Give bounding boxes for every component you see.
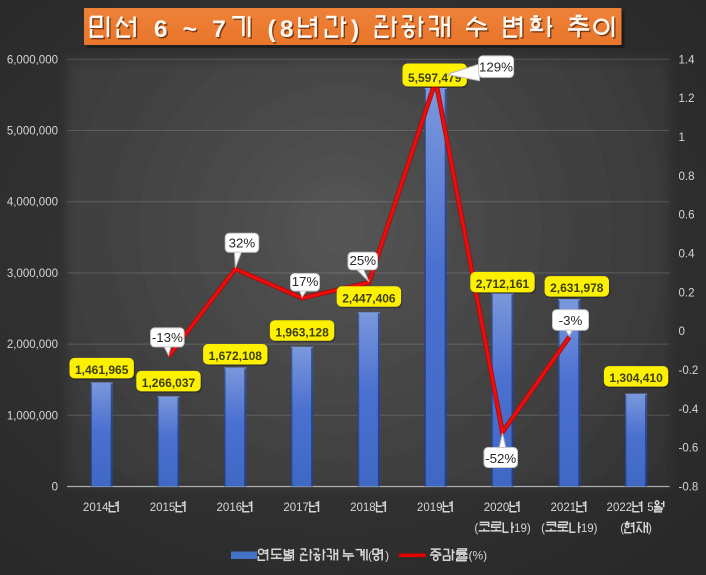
svg-text:2: 2 — [607, 502, 613, 514]
svg-text:9: 9 — [520, 523, 526, 535]
svg-text:-0.4: -0.4 — [679, 404, 699, 416]
svg-text:1: 1 — [430, 502, 436, 514]
svg-text:129%: 129% — [479, 60, 513, 75]
svg-text:-52%: -52% — [485, 451, 516, 466]
svg-text:1: 1 — [229, 502, 235, 514]
svg-text:25%: 25% — [349, 253, 376, 268]
svg-text:0.6: 0.6 — [679, 210, 695, 222]
svg-text:(: ( — [541, 523, 545, 535]
svg-text:7: 7 — [303, 502, 309, 514]
svg-text:1.2: 1.2 — [679, 93, 695, 105]
svg-text:2: 2 — [484, 502, 490, 514]
svg-text:7: 7 — [213, 18, 227, 45]
svg-text:-3%: -3% — [559, 313, 583, 328]
svg-text:1: 1 — [679, 132, 685, 144]
svg-text:1: 1 — [570, 502, 576, 514]
svg-text:~: ~ — [183, 16, 197, 43]
svg-text:0: 0 — [557, 502, 563, 514]
svg-text:1: 1 — [581, 523, 587, 535]
svg-text:2: 2 — [551, 502, 557, 514]
svg-text:5: 5 — [647, 502, 653, 514]
svg-text:2: 2 — [563, 502, 569, 514]
svg-text:0: 0 — [490, 502, 496, 514]
svg-text:2,631,978: 2,631,978 — [550, 281, 604, 295]
svg-text:9: 9 — [436, 502, 442, 514]
svg-text:0: 0 — [503, 502, 509, 514]
svg-text:): ) — [385, 549, 389, 563]
svg-text:): ) — [648, 523, 652, 535]
svg-text:): ) — [483, 549, 487, 563]
svg-text:1,266,037: 1,266,037 — [142, 376, 196, 390]
svg-text:0: 0 — [423, 502, 429, 514]
svg-text:6: 6 — [236, 502, 242, 514]
svg-text:1,461,965: 1,461,965 — [75, 363, 129, 377]
svg-text:2,447,406: 2,447,406 — [342, 291, 396, 305]
svg-text:1,963,128: 1,963,128 — [275, 325, 329, 339]
svg-text:): ) — [594, 523, 598, 535]
svg-text:8: 8 — [280, 16, 294, 43]
svg-text:2: 2 — [83, 502, 89, 514]
svg-text:%: % — [473, 549, 484, 563]
svg-text:3,000,000: 3,000,000 — [7, 268, 58, 280]
svg-text:-0.2: -0.2 — [679, 365, 699, 377]
svg-text:1,672,108: 1,672,108 — [209, 349, 263, 363]
svg-text:6,000,000: 6,000,000 — [7, 54, 58, 66]
svg-text:0: 0 — [290, 502, 296, 514]
svg-text:0.8: 0.8 — [679, 171, 695, 183]
svg-text:(: ( — [620, 523, 624, 535]
svg-text:4,000,000: 4,000,000 — [7, 197, 58, 209]
svg-text:8: 8 — [281, 18, 295, 45]
svg-text:0: 0 — [52, 482, 58, 494]
svg-text:32%: 32% — [229, 235, 256, 250]
svg-text:2: 2 — [626, 502, 632, 514]
svg-text:0.2: 0.2 — [679, 287, 695, 299]
svg-text:1.4: 1.4 — [679, 54, 696, 66]
svg-text:17%: 17% — [292, 274, 319, 289]
svg-text:2: 2 — [217, 502, 223, 514]
svg-text:2: 2 — [619, 502, 625, 514]
svg-text:(: ( — [269, 18, 278, 45]
svg-text:1,000,000: 1,000,000 — [7, 410, 58, 422]
svg-text:1: 1 — [96, 502, 102, 514]
svg-text:1,304,410: 1,304,410 — [609, 371, 663, 385]
svg-text:1: 1 — [363, 502, 369, 514]
svg-text:6: 6 — [154, 16, 168, 43]
svg-text:-0.8: -0.8 — [679, 482, 699, 494]
svg-text:4: 4 — [102, 502, 109, 514]
svg-text:(: ( — [268, 16, 277, 43]
svg-text:2,000,000: 2,000,000 — [7, 339, 58, 351]
svg-text:0.4: 0.4 — [679, 248, 696, 260]
svg-text:): ) — [352, 18, 360, 45]
svg-text:1: 1 — [296, 502, 302, 514]
svg-text:0: 0 — [223, 502, 229, 514]
svg-text:1: 1 — [163, 502, 169, 514]
svg-text:(: ( — [474, 523, 478, 535]
svg-text:(: ( — [368, 549, 372, 563]
svg-text:7: 7 — [212, 16, 226, 43]
svg-text:(: ( — [469, 549, 473, 563]
svg-text:2: 2 — [283, 502, 289, 514]
svg-text:0: 0 — [156, 502, 162, 514]
svg-text:0: 0 — [89, 502, 95, 514]
svg-text:-0.6: -0.6 — [679, 443, 699, 455]
svg-text:2: 2 — [350, 502, 356, 514]
svg-text:): ) — [351, 16, 359, 43]
svg-text:6: 6 — [155, 18, 169, 45]
svg-text:-13%: -13% — [152, 330, 183, 345]
svg-text:2: 2 — [150, 502, 156, 514]
svg-text:2: 2 — [497, 502, 503, 514]
svg-text:1: 1 — [514, 523, 520, 535]
svg-text:0: 0 — [357, 502, 363, 514]
svg-text:2,712,161: 2,712,161 — [476, 277, 530, 291]
svg-text:0: 0 — [679, 326, 685, 338]
svg-text:~: ~ — [184, 18, 198, 45]
svg-text:9: 9 — [587, 523, 593, 535]
svg-text:): ) — [527, 523, 531, 535]
svg-text:5,000,000: 5,000,000 — [7, 126, 58, 138]
svg-text:2: 2 — [417, 502, 423, 514]
svg-text:8: 8 — [369, 502, 375, 514]
svg-text:5: 5 — [169, 502, 175, 514]
svg-text:0: 0 — [613, 502, 619, 514]
